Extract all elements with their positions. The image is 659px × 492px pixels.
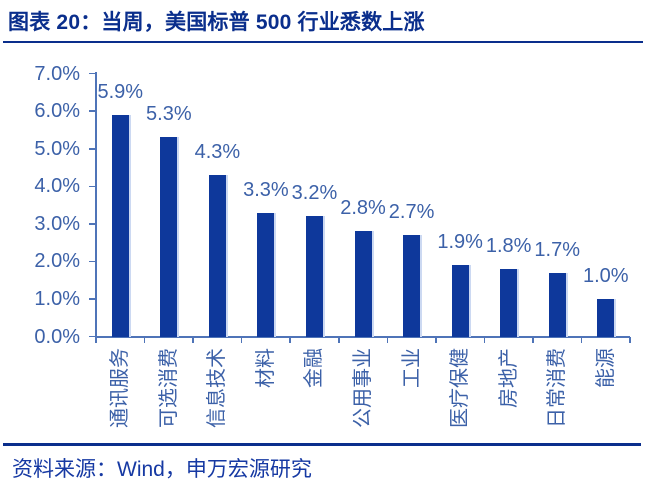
x-axis-tick	[240, 337, 243, 343]
bar-value-label: 2.7%	[388, 201, 435, 224]
y-axis-tick	[89, 335, 96, 338]
bar	[403, 235, 423, 338]
bar	[111, 114, 131, 338]
y-axis-tick-label: 5.0%	[34, 137, 80, 160]
bar	[500, 268, 520, 338]
x-axis-tick	[629, 337, 631, 343]
bar-value-label: 1.0%	[582, 264, 629, 287]
x-axis-label: 能源	[594, 348, 617, 388]
bar	[160, 137, 180, 338]
x-axis-tick	[338, 337, 340, 343]
y-axis-tick	[89, 110, 96, 112]
y-axis-tick-label: 1.0%	[34, 287, 80, 310]
y-axis-tick-label: 3.0%	[34, 212, 80, 235]
footer-rule	[3, 443, 641, 446]
bar-value-label: 3.2%	[291, 182, 338, 205]
y-axis-tick	[89, 298, 96, 300]
bar	[548, 272, 568, 338]
y-axis-line	[95, 72, 97, 343]
x-axis-tick	[95, 337, 97, 343]
bar-value-label: 1.8%	[485, 234, 532, 257]
bar	[208, 175, 228, 338]
x-axis-label: 日常消费	[546, 348, 569, 428]
bar	[354, 231, 374, 338]
x-axis-tick	[386, 337, 389, 343]
bar	[451, 265, 471, 338]
x-axis-tick	[435, 337, 437, 343]
y-axis-tick-label: 0.0%	[34, 325, 80, 348]
bar	[305, 216, 325, 338]
bar-value-label: 1.9%	[437, 231, 483, 254]
bar-value-label: 5.9%	[97, 80, 144, 103]
x-axis-label: 通讯服务	[109, 348, 132, 428]
bar-value-label: 4.3%	[194, 141, 241, 164]
x-axis-label: 可选消费	[157, 348, 180, 428]
y-axis-tick-label: 6.0%	[34, 100, 80, 123]
bar-value-label: 2.8%	[340, 197, 386, 220]
x-axis-label: 金融	[303, 348, 326, 388]
x-axis-label: 房地产	[497, 348, 520, 408]
x-axis-tick	[483, 337, 486, 343]
x-axis-label: 医疗保健	[449, 348, 472, 428]
y-axis-tick	[89, 260, 96, 263]
figure-title: 图表 20：当周，美国标普 500 行业悉数上涨	[8, 11, 425, 34]
y-axis-tick	[89, 185, 96, 188]
x-axis-tick	[143, 337, 146, 343]
title-underline	[3, 41, 643, 43]
y-axis-tick	[89, 72, 96, 75]
y-axis-tick-label: 2.0%	[34, 250, 80, 273]
bar-value-label: 1.7%	[534, 238, 581, 261]
y-axis-tick	[89, 223, 96, 225]
y-axis-tick	[89, 148, 96, 150]
x-axis-label: 材料	[254, 348, 277, 388]
source-note: 资料来源：Wind，申万宏源研究	[12, 458, 312, 481]
y-axis-tick-label: 4.0%	[34, 175, 80, 198]
x-axis-tick	[580, 337, 583, 343]
bar	[257, 212, 277, 338]
bar-value-label: 5.3%	[146, 103, 192, 126]
x-axis-label: 公用事业	[352, 348, 375, 428]
x-axis-tick	[192, 337, 194, 343]
x-axis-tick	[289, 337, 291, 343]
x-axis-label: 工业	[400, 348, 423, 388]
y-axis-tick-label: 7.0%	[34, 62, 80, 85]
x-axis-label: 信息技术	[206, 348, 229, 428]
bar-value-label: 3.3%	[243, 178, 289, 201]
x-axis-tick	[532, 337, 534, 343]
bar	[597, 298, 617, 338]
